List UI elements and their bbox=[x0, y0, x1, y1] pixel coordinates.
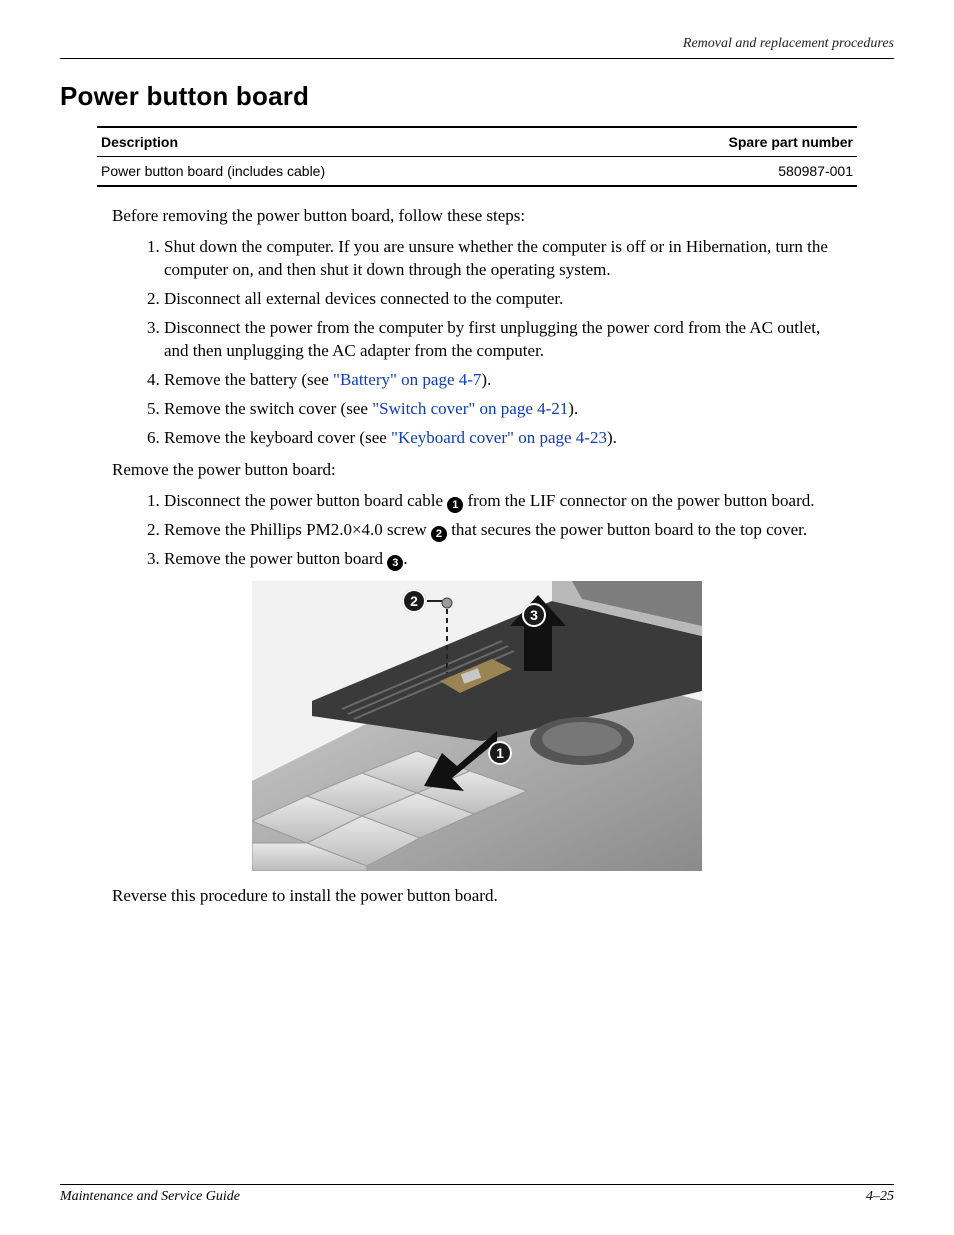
step-text: Remove the keyboard cover (see bbox=[164, 428, 391, 447]
callout-inline-icon: 3 bbox=[387, 555, 403, 571]
remove-intro: Remove the power button board: bbox=[112, 459, 842, 482]
step-text-tail: . bbox=[403, 549, 407, 568]
step-text-tail: ). bbox=[481, 370, 491, 389]
list-item: Remove the battery (see "Battery" on pag… bbox=[164, 369, 842, 392]
step-text-tail: ). bbox=[607, 428, 617, 447]
header-rule bbox=[60, 58, 894, 59]
xref-switch-cover[interactable]: "Switch cover" on page 4-21 bbox=[372, 399, 568, 418]
step-text: Remove the switch cover (see bbox=[164, 399, 372, 418]
remove-steps-list: Disconnect the power button board cable … bbox=[132, 490, 842, 571]
callout-inline-icon: 1 bbox=[447, 497, 463, 513]
step-text: Remove the Phillips PM2.0×4.0 screw bbox=[164, 520, 431, 539]
callout-inline-icon: 2 bbox=[431, 526, 447, 542]
list-item: Remove the Phillips PM2.0×4.0 screw 2 th… bbox=[164, 519, 842, 542]
step-text: Shut down the computer. If you are unsur… bbox=[164, 237, 828, 279]
parts-table: Description Spare part number Power butt… bbox=[97, 126, 857, 187]
footer-right: 4–25 bbox=[866, 1189, 894, 1205]
step-text: Remove the power button board bbox=[164, 549, 387, 568]
xref-battery[interactable]: "Battery" on page 4-7 bbox=[333, 370, 481, 389]
list-item: Disconnect all external devices connecte… bbox=[164, 288, 842, 311]
step-text-tail: that secures the power button board to t… bbox=[447, 520, 807, 539]
list-item: Remove the power button board 3. bbox=[164, 548, 842, 571]
table-row: Power button board (includes cable) 5809… bbox=[97, 157, 857, 187]
list-item: Remove the switch cover (see "Switch cov… bbox=[164, 398, 842, 421]
step-text: Disconnect the power from the computer b… bbox=[164, 318, 820, 360]
step-text-tail: from the LIF connector on the power butt… bbox=[463, 491, 814, 510]
list-item: Disconnect the power button board cable … bbox=[164, 490, 842, 513]
footer-left: Maintenance and Service Guide bbox=[60, 1189, 240, 1205]
cell-description: Power button board (includes cable) bbox=[97, 157, 581, 187]
table-header-row: Description Spare part number bbox=[97, 127, 857, 157]
procedure-figure: 1 2 3 bbox=[252, 581, 702, 871]
running-header: Removal and replacement procedures bbox=[60, 36, 894, 52]
list-item: Disconnect the power from the computer b… bbox=[164, 317, 842, 363]
pre-steps-intro: Before removing the power button board, … bbox=[112, 205, 842, 228]
xref-keyboard-cover[interactable]: "Keyboard cover" on page 4-23 bbox=[391, 428, 607, 447]
step-text: Disconnect all external devices connecte… bbox=[164, 289, 563, 308]
closing-text: Reverse this procedure to install the po… bbox=[112, 885, 842, 908]
footer-rule bbox=[60, 1184, 894, 1185]
step-text: Disconnect the power button board cable bbox=[164, 491, 447, 510]
step-text-tail: ). bbox=[568, 399, 578, 418]
col-description: Description bbox=[97, 127, 581, 157]
page-footer: Maintenance and Service Guide 4–25 bbox=[60, 1184, 894, 1205]
figure-illustration bbox=[252, 581, 702, 871]
col-spare-part-number: Spare part number bbox=[581, 127, 857, 157]
pre-steps-list: Shut down the computer. If you are unsur… bbox=[132, 236, 842, 450]
list-item: Remove the keyboard cover (see "Keyboard… bbox=[164, 427, 842, 450]
section-title: Power button board bbox=[60, 81, 894, 112]
list-item: Shut down the computer. If you are unsur… bbox=[164, 236, 842, 282]
cell-spn: 580987-001 bbox=[581, 157, 857, 187]
step-text: Remove the battery (see bbox=[164, 370, 333, 389]
